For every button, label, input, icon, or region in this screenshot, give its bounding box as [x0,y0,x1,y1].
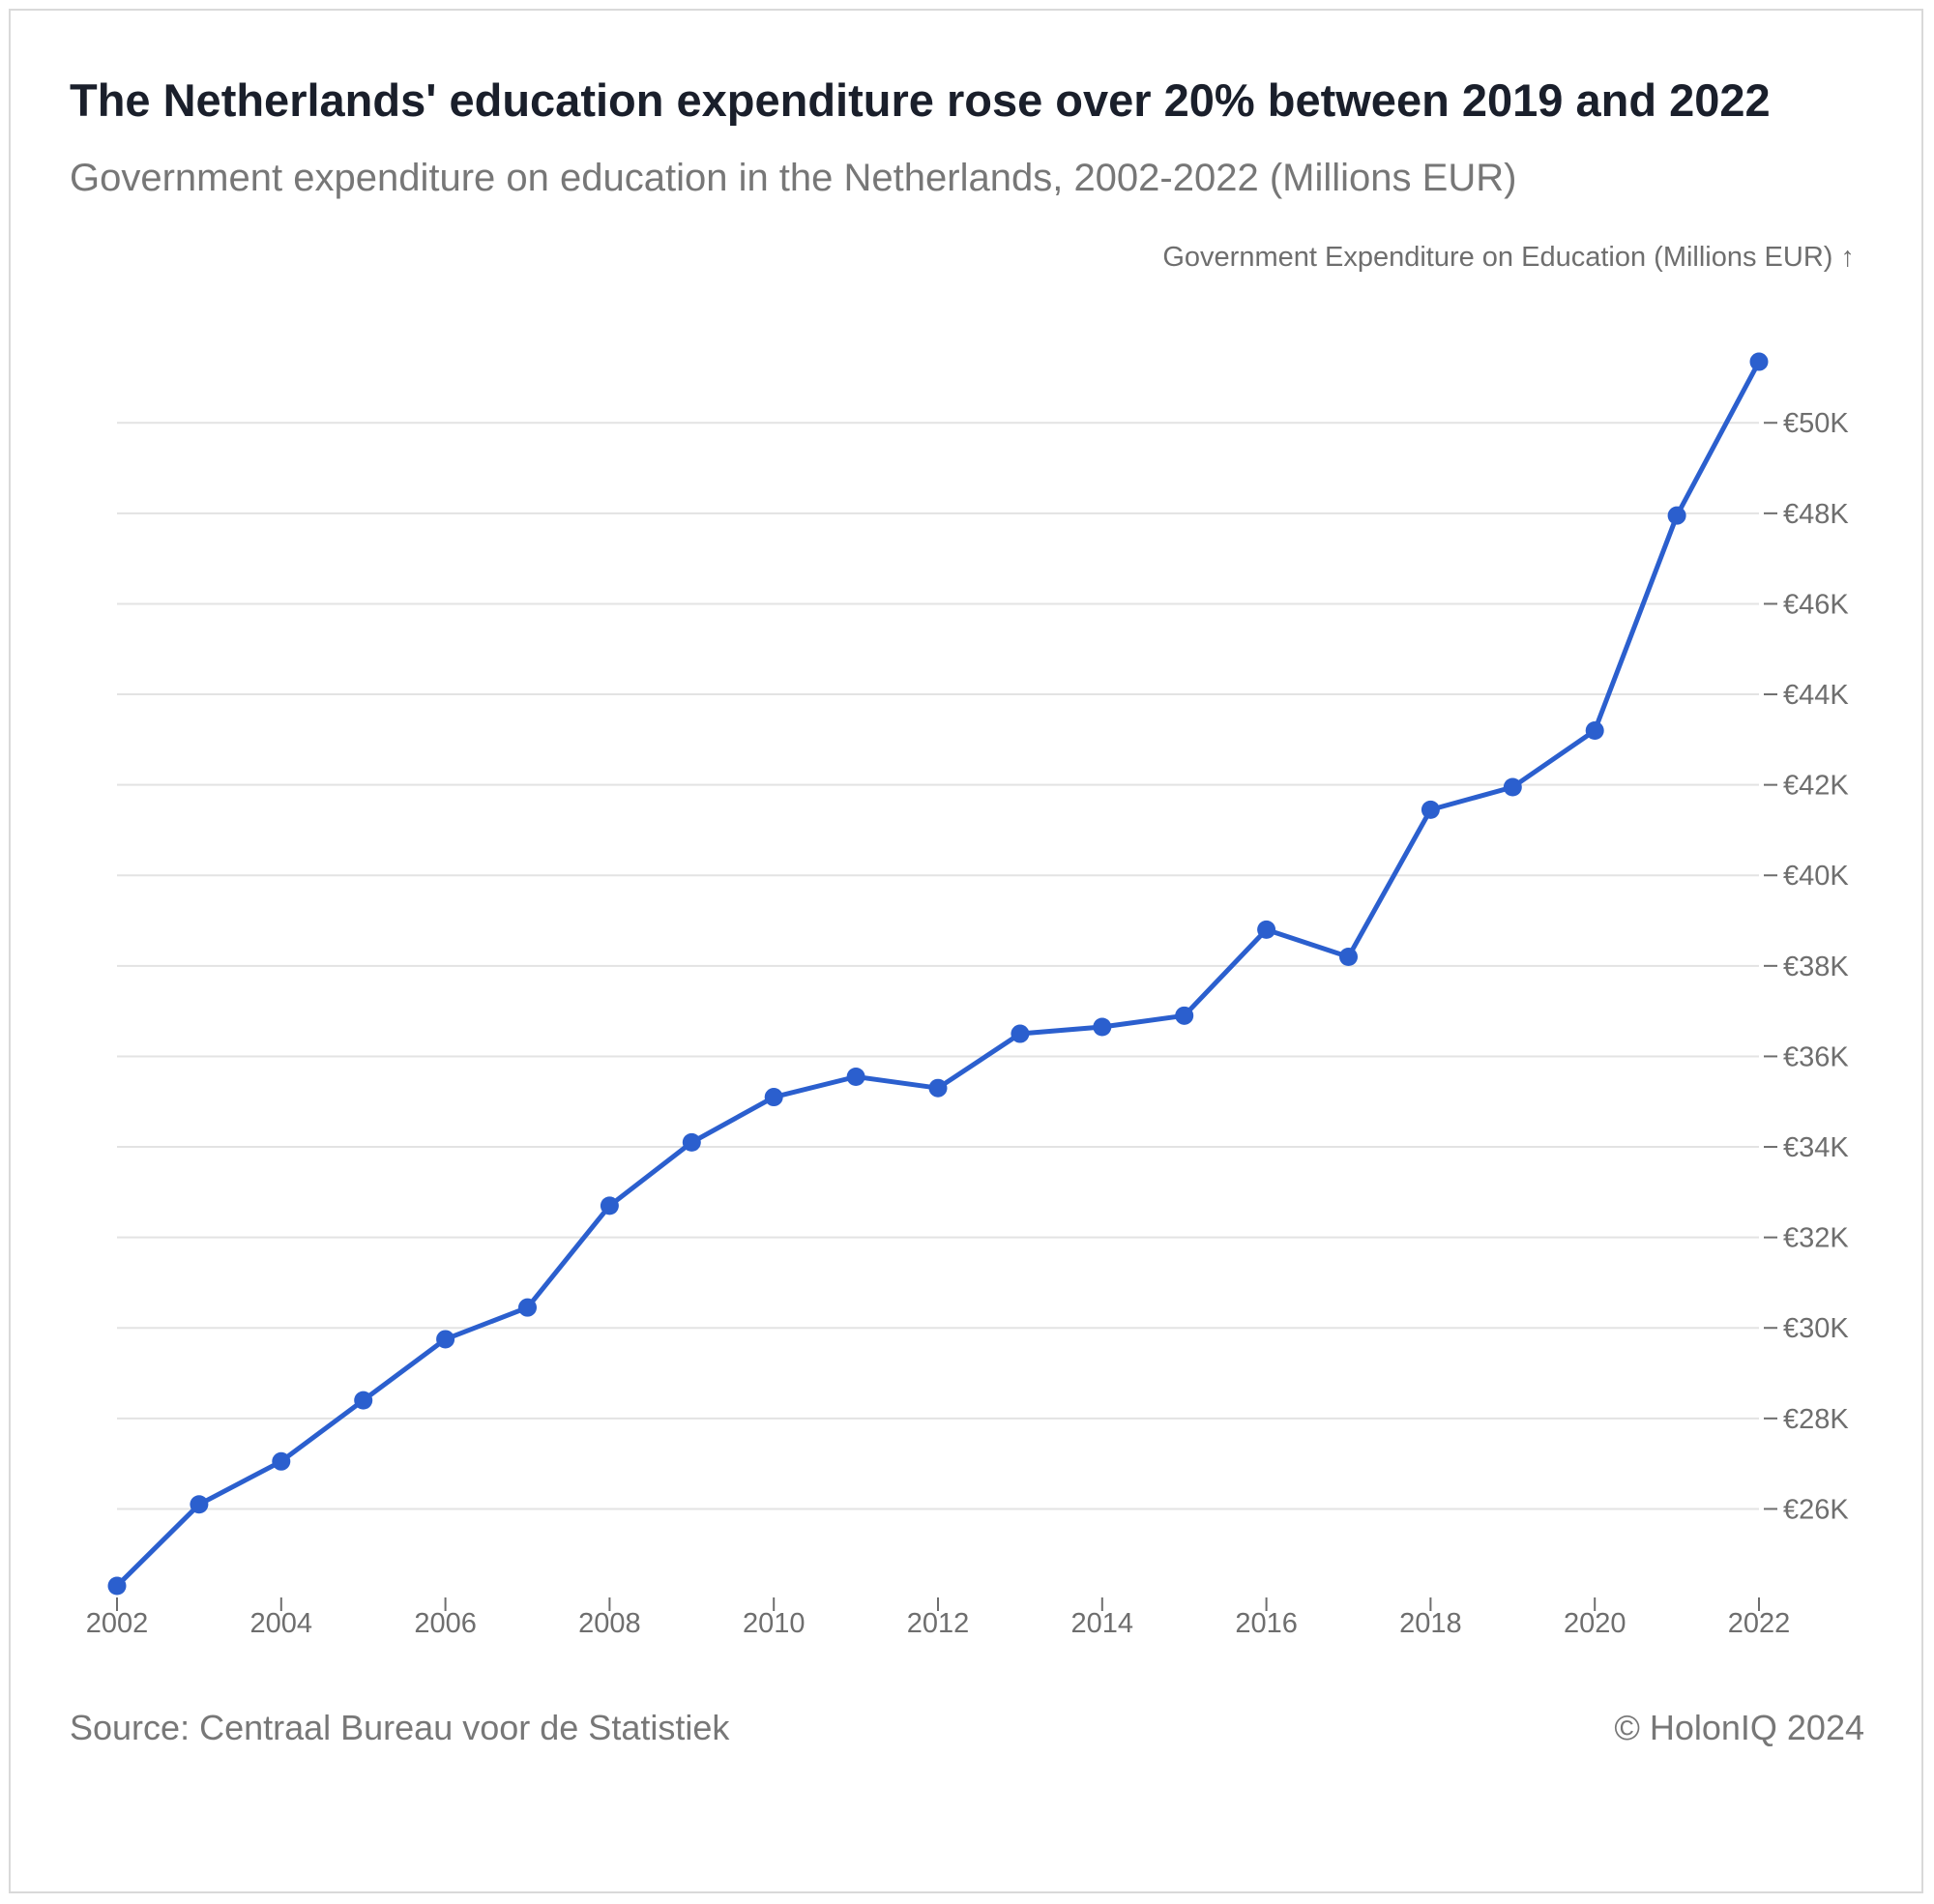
y-tick-label: €38K [1783,952,1849,982]
y-tick-label: €44K [1783,680,1849,711]
x-tick-label: 2012 [907,1608,970,1639]
data-point[interactable] [1749,352,1769,371]
chart-card [9,9,1923,1893]
y-tick-label: €36K [1783,1041,1849,1072]
data-point[interactable] [1585,720,1604,740]
data-point[interactable] [846,1068,865,1086]
chart-title: The Netherlands' education expenditure r… [70,74,1771,126]
source-note: Source: Centraal Bureau voor de Statisti… [70,1708,730,1747]
data-point[interactable] [928,1078,948,1098]
data-point[interactable] [1339,947,1358,966]
x-tick-label: 2010 [743,1608,806,1639]
y-axis-ticks: €26K €28K €30K €32K €34K €36K €38K €40K €42K €44K… [1764,408,1849,1525]
data-point[interactable] [1175,1006,1194,1025]
gridlines [117,422,1759,1510]
data-point[interactable] [272,1451,291,1471]
data-point[interactable] [1503,777,1522,797]
y-tick-label: €50K [1783,408,1849,439]
data-point[interactable] [1257,920,1276,939]
y-tick-label: €40K [1783,861,1849,892]
x-axis-ticks: 2002 2004 2006 2008 2010 2012 2014 2016 2018 2020… [86,1597,1791,1639]
x-tick-label: 2002 [86,1608,149,1639]
y-tick-label: €48K [1783,499,1849,530]
data-point[interactable] [1667,506,1686,525]
x-tick-label: 2014 [1071,1608,1134,1639]
y-axis-title: Government Expenditure on Education (Mil… [1162,242,1855,273]
y-tick-label: €46K [1783,589,1849,620]
data-point[interactable] [190,1495,209,1514]
y-tick-label: €42K [1783,771,1849,802]
y-tick-label: €34K [1783,1132,1849,1163]
data-point[interactable] [436,1330,455,1349]
data-point[interactable] [682,1132,701,1152]
x-tick-label: 2020 [1564,1608,1626,1639]
x-tick-label: 2022 [1728,1608,1791,1639]
chart-subtitle: Government expenditure on education in t… [70,157,1517,199]
series-expenditure [107,352,1769,1596]
y-tick-label: €30K [1783,1313,1849,1344]
data-point[interactable] [1421,800,1440,819]
x-tick-label: 2004 [250,1608,313,1639]
data-point[interactable] [107,1576,127,1596]
y-tick-label: €32K [1783,1223,1849,1254]
x-tick-label: 2008 [578,1608,641,1639]
data-point[interactable] [1093,1017,1112,1037]
data-point[interactable] [600,1196,619,1216]
data-point[interactable] [764,1088,783,1107]
x-tick-label: 2018 [1399,1608,1462,1639]
x-tick-label: 2006 [414,1608,477,1639]
x-tick-label: 2016 [1235,1608,1298,1639]
data-point[interactable] [354,1391,373,1410]
y-tick-label: €26K [1783,1494,1849,1525]
y-tick-label: €28K [1783,1404,1849,1435]
data-point[interactable] [518,1298,537,1317]
data-point[interactable] [1011,1024,1030,1043]
copyright-note: © HolonIQ 2024 [1614,1708,1864,1747]
